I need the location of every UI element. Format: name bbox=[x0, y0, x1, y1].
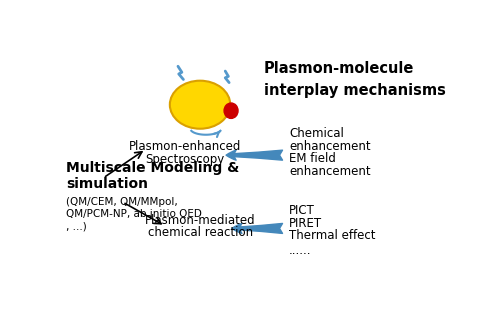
Text: Multiscale Modeling &: Multiscale Modeling & bbox=[66, 161, 240, 175]
Text: PIRET: PIRET bbox=[289, 217, 322, 230]
Text: Chemical: Chemical bbox=[289, 127, 344, 140]
Text: QM/PCM-NP, ab initio QED: QM/PCM-NP, ab initio QED bbox=[66, 209, 202, 219]
Text: chemical reaction: chemical reaction bbox=[148, 226, 252, 239]
Text: Spectroscopy: Spectroscopy bbox=[145, 154, 224, 167]
Text: Plasmon-mediated: Plasmon-mediated bbox=[145, 213, 256, 227]
Text: PICT: PICT bbox=[289, 204, 315, 217]
Text: Thermal effect: Thermal effect bbox=[289, 229, 376, 242]
Text: , ...): , ...) bbox=[66, 221, 87, 231]
Text: EM field: EM field bbox=[289, 152, 336, 165]
Text: Plasmon-molecule: Plasmon-molecule bbox=[264, 61, 414, 76]
Text: interplay mechanisms: interplay mechanisms bbox=[264, 83, 446, 98]
Text: Plasmon-enhanced: Plasmon-enhanced bbox=[128, 140, 241, 153]
Ellipse shape bbox=[170, 81, 230, 129]
Text: (QM/CEM, QM/MMpol,: (QM/CEM, QM/MMpol, bbox=[66, 197, 178, 207]
Text: enhancement: enhancement bbox=[289, 164, 371, 178]
Text: simulation: simulation bbox=[66, 178, 148, 192]
Text: ......: ...... bbox=[289, 244, 312, 257]
Text: enhancement: enhancement bbox=[289, 139, 371, 153]
Ellipse shape bbox=[224, 103, 238, 118]
